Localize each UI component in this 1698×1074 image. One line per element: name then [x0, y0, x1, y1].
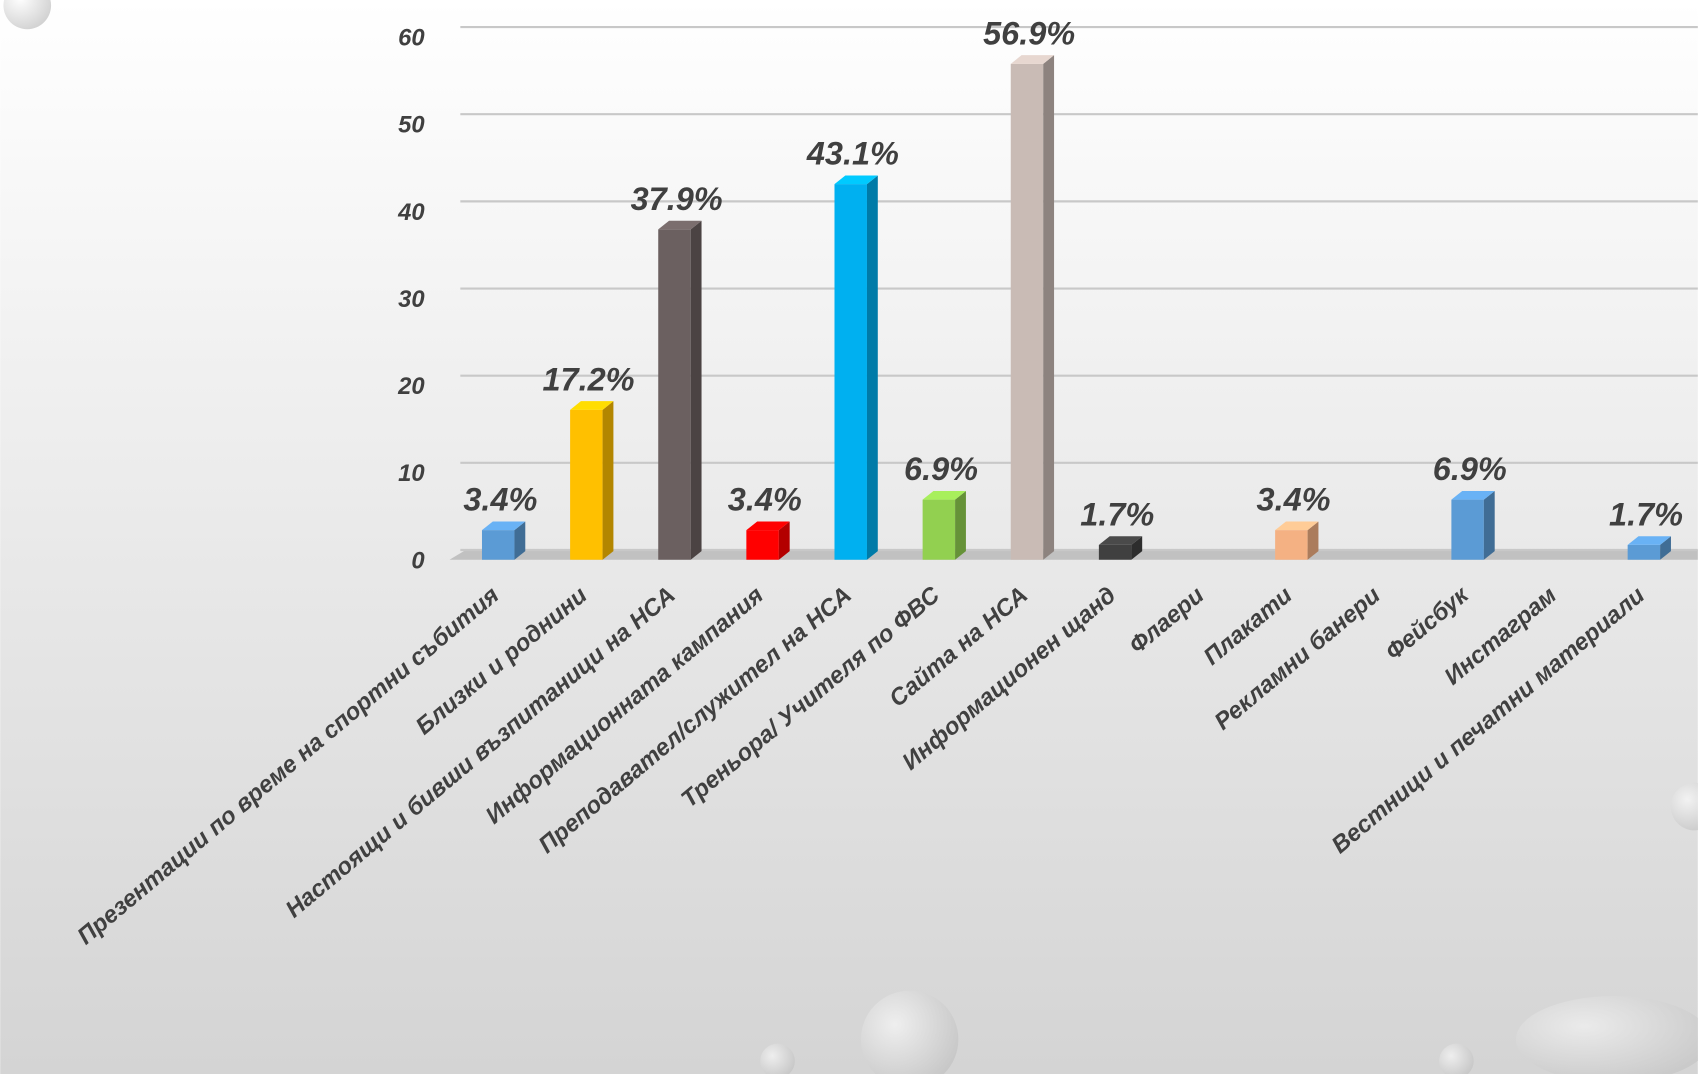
- bar: [746, 521, 790, 560]
- y-tick-label: 50: [398, 112, 424, 139]
- bubble: [1670, 782, 1698, 831]
- value-label: 3.4%: [728, 482, 802, 518]
- bar-top: [570, 401, 614, 410]
- bar-top: [834, 175, 878, 185]
- bubble: [1515, 996, 1698, 1074]
- bubble: [1439, 1043, 1474, 1074]
- bar-side: [1307, 521, 1319, 560]
- y-tick-label: 10: [398, 460, 424, 487]
- bar-top: [658, 220, 702, 230]
- bar-top: [481, 521, 526, 531]
- bar-side: [866, 175, 878, 560]
- y-tick-label: 60: [398, 24, 424, 51]
- bar-front: [658, 229, 691, 560]
- bubble: [760, 1043, 795, 1074]
- bar-side: [1660, 536, 1671, 560]
- bar-side: [514, 521, 526, 560]
- bar-front: [481, 530, 515, 560]
- bar-top: [1275, 521, 1319, 531]
- bar-side: [778, 521, 790, 560]
- value-label: 6.9%: [904, 451, 978, 487]
- bar: [1275, 521, 1319, 560]
- value-label: 17.2%: [542, 361, 634, 397]
- bar-front: [1098, 544, 1132, 560]
- bar-front: [1451, 499, 1484, 560]
- bar-side: [1043, 55, 1055, 560]
- bar-side: [690, 220, 702, 560]
- bar: [1010, 55, 1055, 560]
- value-label: 37.9%: [631, 181, 723, 217]
- value-label: 1.7%: [1609, 496, 1683, 532]
- bar-front: [570, 409, 603, 560]
- bar: [1451, 490, 1495, 560]
- bar-front: [834, 184, 867, 560]
- bar: [1627, 536, 1671, 560]
- bar: [834, 175, 878, 560]
- bar-front: [1275, 530, 1308, 560]
- bar-top: [1010, 55, 1055, 64]
- bar-side: [955, 490, 966, 560]
- y-tick-label: 40: [397, 199, 424, 226]
- bar: [658, 220, 702, 560]
- bar-front: [1010, 63, 1044, 560]
- bar-front: [922, 499, 956, 560]
- bar-front: [1627, 544, 1661, 560]
- y-tick-label: 20: [397, 373, 424, 400]
- bar: [1098, 536, 1143, 560]
- bar-top: [1627, 536, 1671, 545]
- value-label: 56.9%: [983, 15, 1075, 51]
- bar-top: [1451, 490, 1495, 500]
- bar: [922, 490, 966, 560]
- floor: [449, 549, 1698, 560]
- bar-top: [922, 490, 966, 500]
- bar-top: [746, 521, 790, 531]
- y-tick-label: 30: [398, 286, 424, 313]
- bubble: [860, 990, 959, 1074]
- bar: [570, 401, 614, 560]
- value-label: 3.4%: [463, 482, 537, 518]
- value-label: 3.4%: [1257, 482, 1331, 518]
- bar-side: [1131, 536, 1143, 560]
- bar-side: [602, 401, 614, 560]
- bar-front: [746, 530, 779, 560]
- value-label: 43.1%: [806, 136, 899, 172]
- value-label: 6.9%: [1433, 451, 1507, 487]
- bar-top: [1098, 536, 1143, 545]
- bar: [481, 521, 526, 560]
- y-tick-label: 0: [411, 547, 424, 574]
- bar-side: [1483, 490, 1495, 560]
- bubble: [3, 0, 52, 30]
- value-label: 1.7%: [1080, 496, 1154, 532]
